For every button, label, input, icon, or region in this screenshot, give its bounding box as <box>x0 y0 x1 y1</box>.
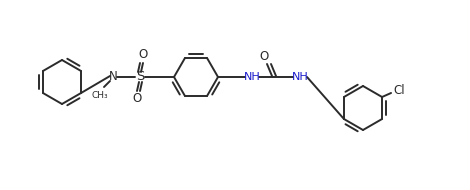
Text: N: N <box>109 70 118 82</box>
Text: O: O <box>133 93 141 105</box>
Text: CH₃: CH₃ <box>92 90 108 100</box>
Text: NH: NH <box>291 72 308 82</box>
Text: O: O <box>138 48 148 62</box>
Text: O: O <box>259 50 269 63</box>
Text: NH: NH <box>243 72 260 82</box>
Text: S: S <box>136 70 144 83</box>
Text: Cl: Cl <box>393 83 405 97</box>
